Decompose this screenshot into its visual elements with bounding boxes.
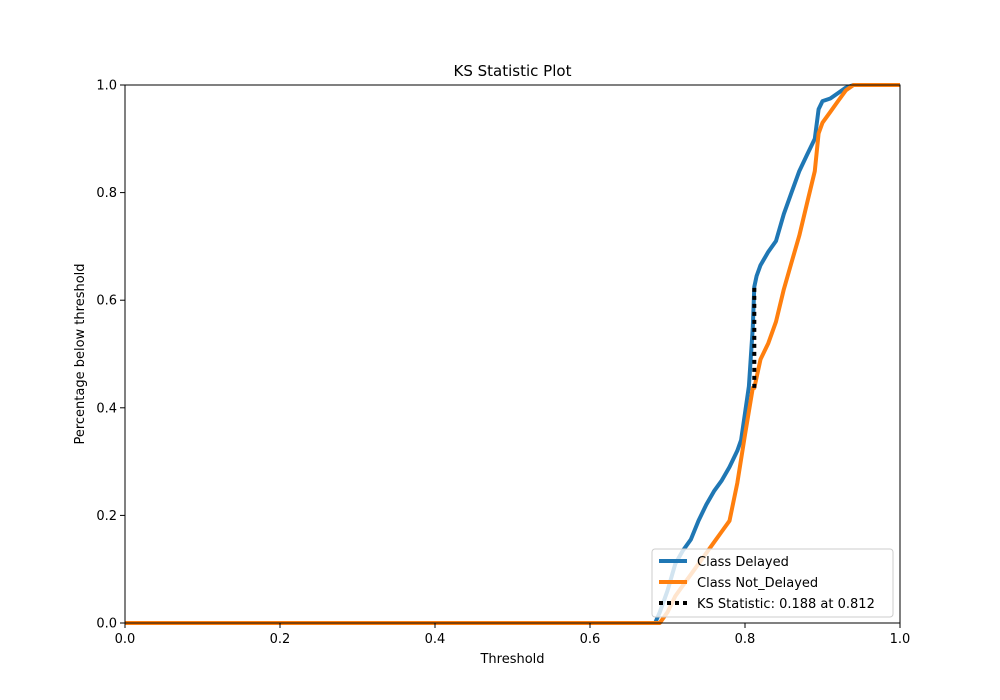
x-tick-label: 0.8 <box>735 632 756 647</box>
x-tick-label: 0.4 <box>425 632 446 647</box>
y-tick-label: 0.6 <box>96 294 117 309</box>
x-tick-label: 0.6 <box>580 632 601 647</box>
x-axis-ticks: 0.0 0.2 0.4 0.6 0.8 1.0 <box>115 623 911 647</box>
legend: Class Delayed Class Not_Delayed KS Stati… <box>651 548 894 618</box>
x-axis-label: Threshold <box>479 652 544 667</box>
chart-title: KS Statistic Plot <box>454 62 572 80</box>
legend-label-ks-statistic: KS Statistic: 0.188 at 0.812 <box>697 597 875 612</box>
y-tick-label: 0.2 <box>96 509 117 524</box>
x-tick-label: 0.2 <box>270 632 291 647</box>
y-tick-label: 1.0 <box>96 79 117 94</box>
legend-label-class-delayed: Class Delayed <box>697 555 789 570</box>
y-tick-label: 0.4 <box>96 401 117 416</box>
legend-box <box>651 548 894 618</box>
y-tick-label: 0.0 <box>96 617 117 632</box>
plot-frame <box>124 84 901 624</box>
y-tick-label: 0.8 <box>96 186 117 201</box>
legend-label-class-not-delayed: Class Not_Delayed <box>697 576 818 591</box>
y-axis-ticks: 0.0 0.2 0.4 0.6 0.8 1.0 <box>96 79 125 632</box>
y-axis-label: Percentage below threshold <box>73 263 88 444</box>
x-tick-label: 1.0 <box>890 632 911 647</box>
x-tick-label: 0.0 <box>115 632 136 647</box>
